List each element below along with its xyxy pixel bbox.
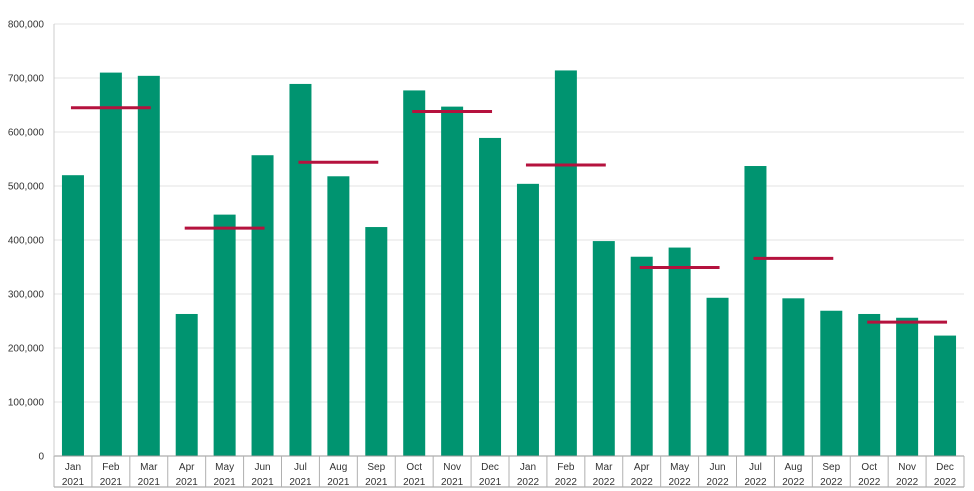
x-year-label: 2021: [289, 477, 312, 488]
y-tick-label: 300,000: [8, 290, 45, 301]
y-tick-label: 700,000: [8, 74, 45, 85]
bar: [365, 227, 388, 456]
bar: [99, 72, 122, 456]
bar: [554, 70, 577, 456]
x-month-label: Oct: [861, 462, 877, 473]
bar: [175, 313, 198, 456]
y-tick-label: 600,000: [8, 128, 45, 139]
x-month-label: Jul: [294, 462, 307, 473]
x-month-label: Mar: [140, 462, 158, 473]
bar: [820, 310, 843, 456]
quarter-average-lines: [70, 106, 948, 324]
x-month-label: Mar: [595, 462, 613, 473]
y-tick-label: 400,000: [8, 236, 45, 247]
x-year-label: 2021: [479, 477, 502, 488]
x-month-label: Jun: [709, 462, 725, 473]
x-month-label: Feb: [557, 462, 575, 473]
x-month-label: Aug: [329, 462, 347, 473]
x-year-label: 2021: [100, 477, 123, 488]
x-month-label: Aug: [784, 462, 802, 473]
x-year-label: 2021: [327, 477, 350, 488]
bar: [516, 183, 539, 456]
x-year-label: 2022: [706, 477, 729, 488]
bar: [592, 241, 615, 456]
bar: [137, 75, 160, 456]
x-year-label: 2021: [176, 477, 199, 488]
x-month-label: Apr: [179, 462, 195, 473]
bar: [327, 176, 350, 456]
x-year-label: 2021: [365, 477, 388, 488]
x-axis: [53, 24, 965, 488]
y-tick-label: 500,000: [8, 182, 45, 193]
bar: [479, 137, 502, 456]
gridlines: [54, 23, 964, 403]
bar: [744, 166, 767, 456]
x-year-label: 2021: [214, 477, 237, 488]
x-month-label: Nov: [898, 462, 916, 473]
bar: [289, 83, 312, 456]
bar: [630, 256, 653, 456]
bar: [706, 297, 729, 456]
x-year-label: 2022: [669, 477, 692, 488]
bar: [251, 155, 274, 456]
x-year-label: 2021: [62, 477, 85, 488]
x-year-label: 2022: [631, 477, 654, 488]
x-year-label: 2022: [555, 477, 578, 488]
x-month-label: Sep: [822, 462, 840, 473]
x-year-label: 2022: [820, 477, 843, 488]
bar: [782, 298, 805, 456]
x-year-label: 2022: [744, 477, 767, 488]
x-year-label: 2022: [593, 477, 616, 488]
x-month-label: May: [670, 462, 689, 473]
x-year-label: 2022: [858, 477, 881, 488]
bar: [858, 313, 881, 456]
x-month-label: Jun: [254, 462, 270, 473]
x-month-label: May: [215, 462, 234, 473]
x-month-label: Jan: [65, 462, 81, 473]
x-year-label: 2021: [138, 477, 161, 488]
x-year-label: 2022: [934, 477, 957, 488]
x-month-label: Jul: [749, 462, 762, 473]
y-tick-label: 200,000: [8, 344, 45, 355]
bar: [403, 90, 426, 457]
x-month-label: Apr: [634, 462, 650, 473]
bar: [934, 335, 957, 456]
x-axis-category-labels: Jan 2021 Feb 2021 Mar 2021 Apr 2021 May 2021 Jun 20…: [62, 462, 957, 488]
x-year-label: 2021: [251, 477, 274, 488]
bar: [896, 317, 919, 456]
x-month-label: Sep: [367, 462, 385, 473]
x-year-label: 2021: [403, 477, 426, 488]
x-month-label: Jan: [520, 462, 536, 473]
y-tick-label: 0: [38, 452, 44, 463]
y-axis-tick-labels: 0 100,000 200,000 300,000 400,000 500,000 600,…: [8, 20, 45, 463]
x-year-label: 2022: [782, 477, 805, 488]
x-month-label: Oct: [406, 462, 422, 473]
bar-series: [61, 70, 957, 457]
y-tick-label: 800,000: [8, 20, 45, 31]
x-year-label: 2021: [441, 477, 464, 488]
bar: [213, 214, 236, 456]
x-year-label: 2022: [896, 477, 919, 488]
x-month-label: Feb: [102, 462, 120, 473]
x-month-label: Nov: [443, 462, 461, 473]
y-tick-label: 100,000: [8, 398, 45, 409]
bar: [61, 175, 84, 456]
x-month-label: Dec: [481, 462, 499, 473]
x-month-label: Dec: [936, 462, 954, 473]
x-year-label: 2022: [517, 477, 540, 488]
bar: [441, 106, 464, 457]
bar: [668, 247, 691, 456]
